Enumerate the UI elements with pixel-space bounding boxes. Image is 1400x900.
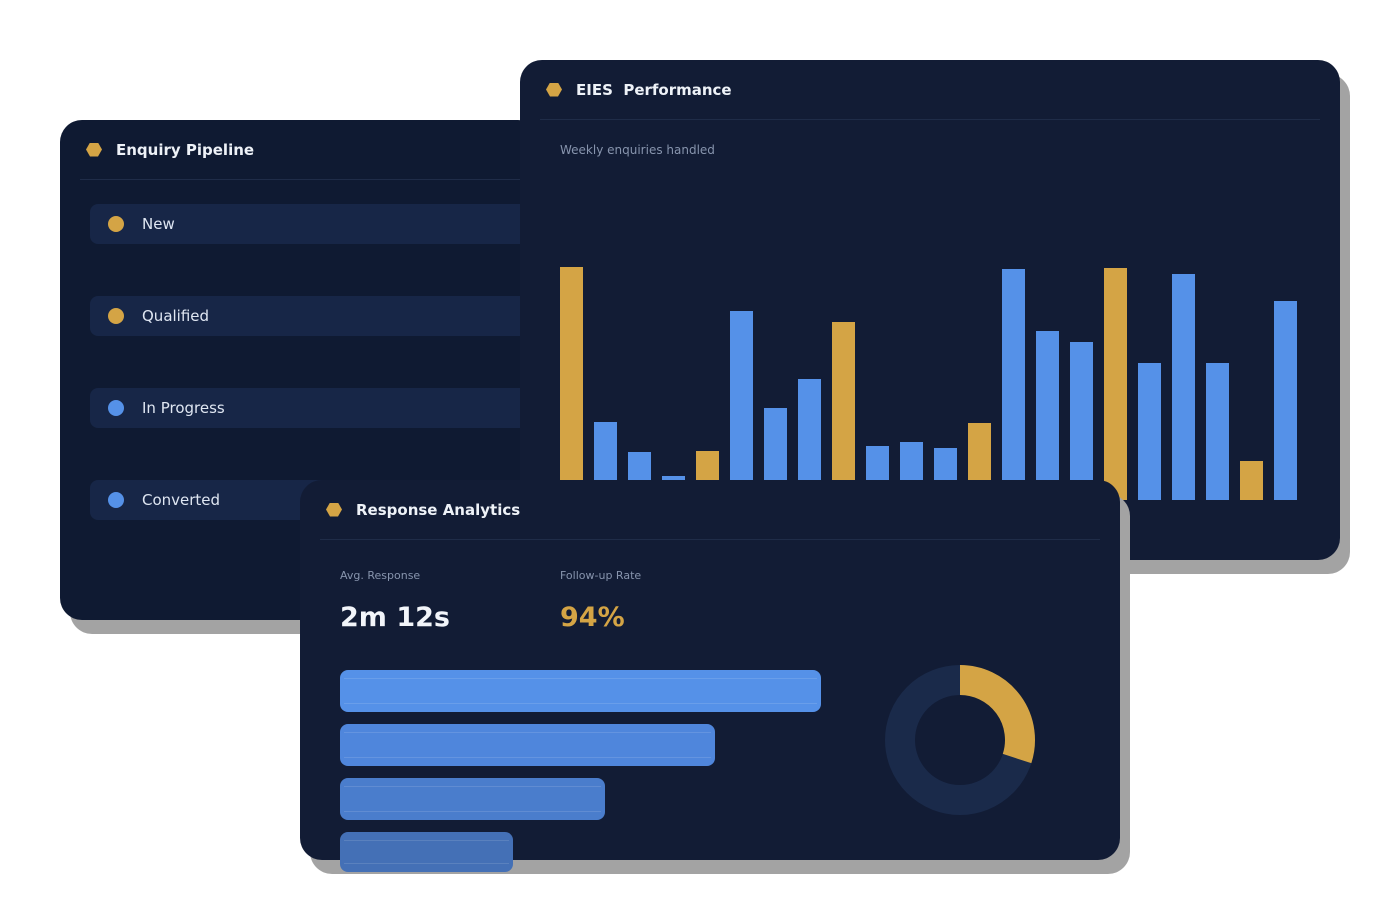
pipeline-stage-label: In Progress bbox=[142, 399, 225, 417]
chart-bar-14 bbox=[1002, 269, 1025, 500]
pipeline-stage-label: Converted bbox=[142, 491, 221, 509]
status-dot-icon bbox=[108, 308, 124, 324]
chart-bar-20 bbox=[1206, 363, 1229, 500]
avg-response-value: 2m 12s bbox=[340, 602, 450, 633]
chart-bar-21 bbox=[1240, 461, 1263, 500]
response-bar bbox=[340, 724, 716, 766]
pipeline-stage-new[interactable]: New bbox=[90, 204, 550, 244]
hexagon-icon bbox=[326, 502, 342, 517]
avg-response-label: Avg. Response bbox=[340, 569, 421, 582]
chart-bar-7 bbox=[764, 408, 787, 500]
response-bar bbox=[340, 778, 605, 820]
hexagon-icon bbox=[86, 142, 102, 157]
chart-bar-9 bbox=[832, 322, 855, 500]
follow-up-rate-value: 94% bbox=[560, 602, 625, 633]
response-bar bbox=[340, 670, 821, 712]
chart-bar-19 bbox=[1172, 274, 1195, 500]
response-analytics-header: Response Analytics bbox=[320, 480, 1100, 540]
response-bar bbox=[340, 832, 514, 872]
status-dot-icon bbox=[108, 400, 124, 416]
pipeline-stage-in-progress[interactable]: In Progress bbox=[90, 388, 550, 428]
chart-bar-17 bbox=[1104, 268, 1127, 500]
pipeline-stage-label: Qualified bbox=[142, 307, 210, 325]
chart-bar-6 bbox=[730, 311, 753, 500]
chart-subtitle: Weekly enquiries handled bbox=[560, 143, 715, 157]
response-analytics-card: Response Analytics Avg. Response 2m 12s … bbox=[300, 480, 1120, 872]
chart-bar-18 bbox=[1138, 363, 1161, 500]
pipeline-stage-qualified[interactable]: Qualified bbox=[90, 296, 550, 336]
pipeline-stage-label: New bbox=[142, 215, 175, 233]
enquiry-pipeline-header: Enquiry Pipeline bbox=[80, 120, 520, 180]
chart-bar-15 bbox=[1036, 331, 1059, 500]
performance-header: EIES Performance bbox=[540, 60, 1320, 120]
donut-arc bbox=[959, 665, 1035, 764]
enquiry-pipeline-title: Enquiry Pipeline bbox=[116, 140, 255, 159]
status-dot-icon bbox=[108, 216, 124, 232]
follow-up-rate-label: Follow-up Rate bbox=[560, 569, 642, 582]
chart-bar-1 bbox=[560, 267, 583, 500]
follow-up-donut-chart bbox=[885, 665, 1035, 815]
response-analytics-title: Response Analytics bbox=[356, 500, 521, 519]
hexagon-icon bbox=[546, 82, 562, 97]
status-dot-icon bbox=[108, 492, 124, 508]
performance-title: EIES Performance bbox=[576, 80, 732, 99]
chart-bar-16 bbox=[1070, 342, 1093, 500]
chart-bar-8 bbox=[798, 379, 821, 500]
performance-card: EIES Performance Weekly enquiries handle… bbox=[520, 60, 1340, 560]
chart-bar-22 bbox=[1274, 301, 1297, 500]
